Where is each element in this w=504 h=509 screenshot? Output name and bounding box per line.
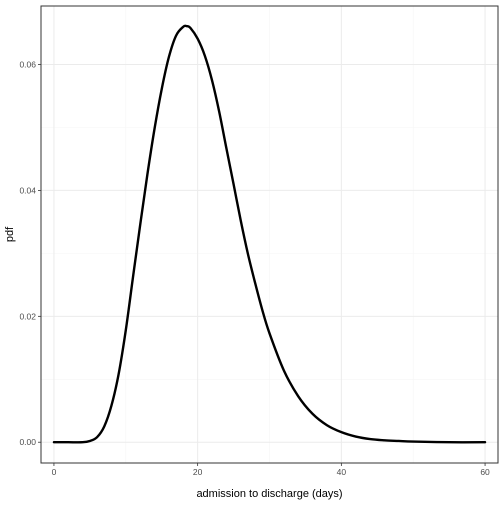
x-tick-label: 60 bbox=[480, 467, 490, 477]
y-tick-label: 0.04 bbox=[19, 185, 36, 195]
density-line-series-0 bbox=[52, 24, 487, 444]
y-tick-label: 0.00 bbox=[19, 437, 36, 447]
y-axis-title: pdf bbox=[4, 226, 16, 242]
series-layer bbox=[52, 24, 487, 444]
x-tick-label: 20 bbox=[193, 467, 203, 477]
x-tick-label: 40 bbox=[337, 467, 347, 477]
y-tick-label: 0.06 bbox=[19, 60, 36, 70]
x-tick-label: 0 bbox=[52, 467, 57, 477]
x-axis-title: admission to discharge (days) bbox=[196, 488, 342, 500]
y-tick-label: 0.02 bbox=[19, 311, 36, 321]
ticks-layer: 0 20 40 60 0.00 0.02 0.04 0.06 bbox=[19, 60, 490, 477]
panel-border bbox=[40, 5, 499, 464]
grid-layer bbox=[41, 6, 498, 463]
